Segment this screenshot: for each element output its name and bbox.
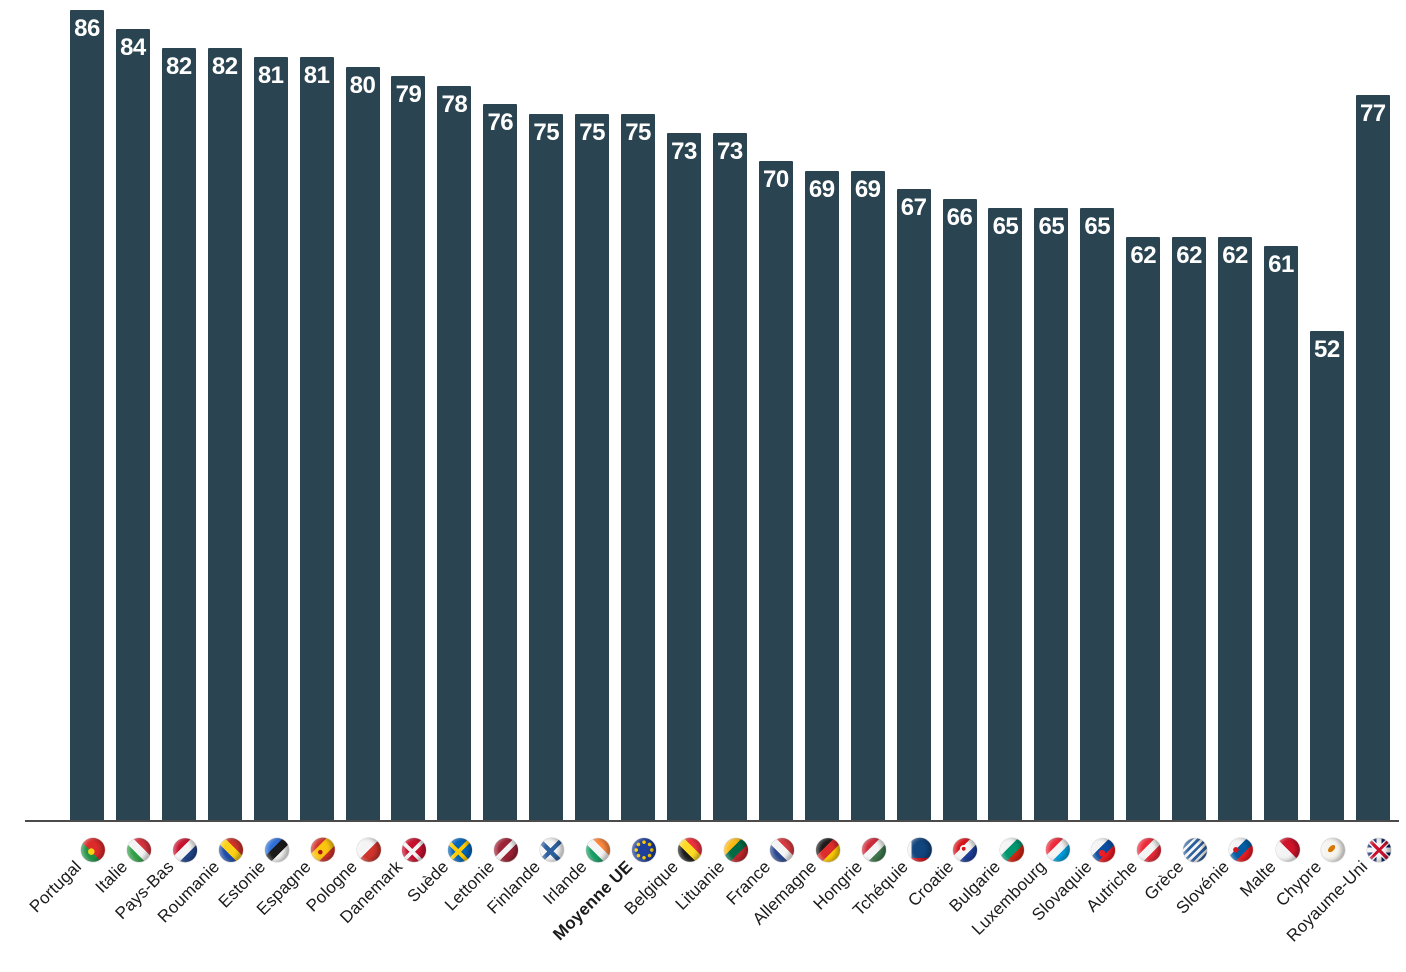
bar: 79 — [391, 76, 426, 822]
flag-spain-icon — [305, 833, 340, 867]
bar: 62 — [1172, 236, 1207, 822]
flag-germany-icon — [810, 833, 845, 867]
bar-value-label: 66 — [946, 203, 973, 231]
bar: 81 — [253, 57, 288, 822]
bar-value-label: 65 — [992, 213, 1019, 241]
flag-romania-icon — [213, 833, 248, 867]
x-axis-labels: Portugal Italie Pays-Bas Roumanie Estonie Esp… — [26, 822, 1396, 972]
bar: 73 — [666, 132, 701, 822]
flag-croatia-icon — [948, 833, 983, 867]
flag-netherlands-icon — [167, 833, 202, 867]
bar-value-label: 69 — [854, 175, 881, 203]
flag-portugal-icon — [76, 833, 110, 867]
bar: 84 — [115, 28, 150, 822]
flag-finland-icon — [535, 833, 570, 867]
bar: 67 — [896, 189, 931, 822]
bar: 73 — [712, 132, 747, 822]
bar: 86 — [70, 10, 104, 822]
bar: 62 — [1218, 236, 1253, 822]
bar: 65 — [988, 208, 1023, 822]
bar-value-label: 70 — [762, 166, 789, 194]
bar: 75 — [621, 113, 656, 822]
flag-slovakia-icon — [1086, 833, 1121, 867]
bar-value-label: 84 — [120, 33, 146, 61]
bar: 52 — [1309, 331, 1344, 822]
bar-value-label: 62 — [1130, 241, 1157, 269]
bar: 77 — [1355, 95, 1390, 822]
bar: 62 — [1126, 236, 1161, 822]
flag-austria-icon — [1132, 833, 1167, 867]
bar: 65 — [1080, 208, 1115, 822]
bar: 78 — [437, 85, 472, 822]
bar-value-label: 73 — [717, 137, 743, 165]
bar: 76 — [483, 104, 518, 822]
bar: 75 — [529, 113, 564, 822]
bar-value-label: 67 — [900, 194, 927, 222]
bar-value-label: 76 — [487, 109, 514, 137]
flag-italy-icon — [121, 833, 156, 867]
bar-value-label: 61 — [1268, 251, 1294, 278]
bar-value-label: 52 — [1314, 336, 1340, 363]
bar-value-label: 77 — [1359, 100, 1386, 127]
flag-hungary-icon — [856, 833, 891, 867]
bar: 70 — [758, 161, 793, 822]
bar-value-label: 75 — [533, 118, 560, 146]
bar: 69 — [850, 170, 885, 822]
flag-ireland-icon — [581, 833, 616, 867]
flag-sweden-icon — [443, 833, 478, 867]
bar-value-label: 65 — [1084, 213, 1111, 241]
bar-value-label: 62 — [1176, 241, 1202, 269]
bar-value-label: 82 — [211, 52, 238, 80]
bar: 75 — [575, 113, 610, 822]
bar-value-label: 75 — [579, 118, 605, 146]
bar: 80 — [345, 66, 380, 822]
flag-poland-icon — [351, 833, 386, 867]
bar-value-label: 73 — [671, 137, 697, 165]
flag-estonia-icon — [259, 833, 294, 867]
bar: 69 — [804, 170, 839, 822]
bar: 81 — [299, 57, 334, 822]
bar-value-label: 78 — [441, 90, 468, 118]
bar: 66 — [942, 198, 977, 822]
bar-value-label: 81 — [303, 62, 330, 90]
plot-area: 86 84 82 82 81 81 80 79 78 76 75 75 75 73 73 70 69 69 67 66… — [70, 0, 1390, 822]
bar-value-label: 79 — [395, 81, 422, 109]
flag-belgium-icon — [673, 833, 708, 867]
country-label: Portugal — [25, 857, 86, 917]
flag-denmark-icon — [397, 833, 432, 867]
bar: 82 — [161, 47, 196, 822]
flag-eu-icon — [627, 833, 662, 867]
bar-value-label: 82 — [165, 52, 192, 80]
bar-value-label: 75 — [625, 118, 651, 146]
flag-latvia-icon — [489, 833, 524, 867]
flag-malta-icon — [1270, 833, 1305, 867]
x-axis-line — [25, 820, 1399, 822]
flag-greece-icon — [1178, 833, 1213, 867]
bar: 82 — [207, 47, 242, 822]
flag-uk-icon — [1362, 833, 1396, 867]
flag-slovenia-icon — [1224, 833, 1259, 867]
flag-czechia-icon — [902, 833, 937, 867]
bar: 61 — [1263, 246, 1298, 822]
flag-france-icon — [764, 833, 799, 867]
bar-value-label: 80 — [349, 71, 376, 99]
bar: 65 — [1034, 208, 1069, 822]
bar-value-label: 69 — [808, 175, 835, 203]
flag-cyprus-icon — [1316, 833, 1351, 867]
flag-luxembourg-icon — [1040, 833, 1075, 867]
flag-lithuania-icon — [719, 833, 753, 867]
bar-value-label: 65 — [1038, 213, 1065, 241]
bar-value-label: 81 — [257, 62, 284, 90]
bar-value-label: 86 — [74, 15, 100, 42]
bar-value-label: 62 — [1222, 241, 1248, 269]
flag-bulgaria-icon — [994, 833, 1029, 867]
